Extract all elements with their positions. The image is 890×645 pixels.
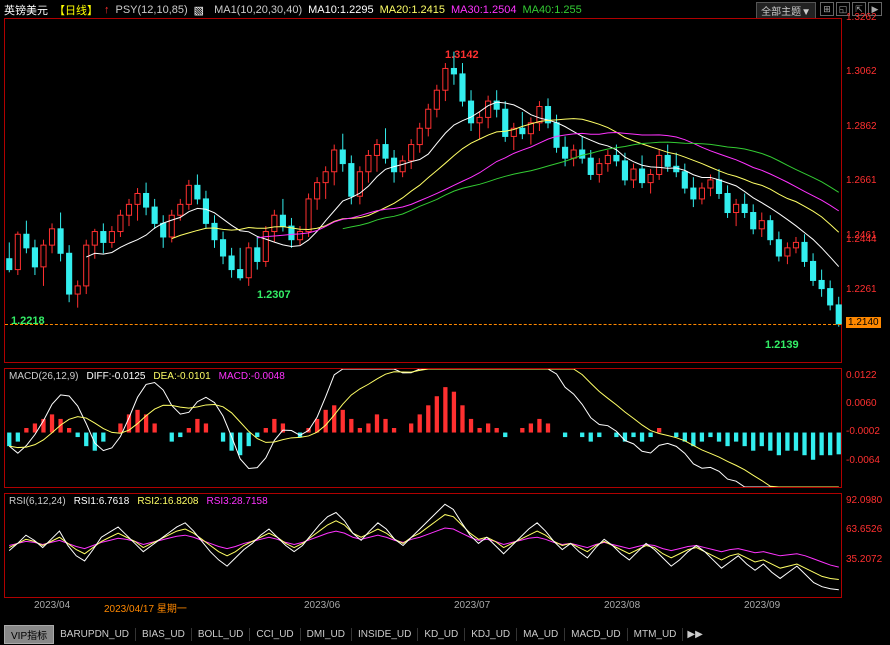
time-tick: 2023/06 (304, 600, 340, 611)
indicator-tabbar: VIP指标 BARUPDN_UDBIAS_UDBOLL_UDCCI_UDDMI_… (4, 625, 886, 643)
time-tick: 2023/04 (34, 600, 70, 611)
timeframe-label: 【日线】 (54, 2, 98, 18)
rsi-ytick: 63.6526 (846, 524, 882, 535)
price-ytick: 1.2862 (846, 121, 877, 132)
chart-container: 英镑美元 【日线】 ↑ PSY(12,10,85) ▧ MA1(10,20,30… (0, 0, 890, 645)
tool-icon-1[interactable]: ⊞ (820, 2, 834, 16)
indicator-tab[interactable]: KD_UD (418, 628, 465, 641)
time-axis: 2023/04 2023/04/17 星期一 2023/06 2023/07 2023/… (4, 600, 842, 614)
ma30-label: MA30:1.2504 (451, 4, 516, 16)
indicator-tab[interactable]: BIAS_UD (136, 628, 192, 641)
indicator-tab[interactable]: MA_UD (517, 628, 565, 641)
macd-yaxis: 0.0122 0.0060 -0.0002 -0.0064 (844, 368, 886, 488)
ma40-label: MA40:1.255 (522, 4, 581, 16)
psy-label: PSY(12,10,85) (116, 4, 188, 16)
indicator-tab[interactable]: BARUPDN_UD (54, 628, 136, 641)
up-arrow-icon: ↑ (104, 4, 110, 16)
low3-marker: 1.2139 (765, 339, 799, 351)
time-tick: 2023/08 (604, 600, 640, 611)
ma10-label: MA10:1.2295 (308, 4, 373, 16)
macd-panel[interactable]: MACD(26,12,9) DIFF:-0.0125 DEA:-0.0101 M… (4, 368, 842, 488)
price-panel[interactable]: 1.3142 1.2218 1.2307 1.2139 (4, 18, 842, 363)
rsi-ytick: 35.2072 (846, 554, 882, 565)
ma20-label: MA20:1.2415 (380, 4, 445, 16)
time-tick: 2023/07 (454, 600, 490, 611)
chart-type-icon: ▧ (194, 4, 204, 17)
peak-marker: 1.3142 (445, 49, 479, 61)
current-price-line (5, 324, 841, 325)
theme-dropdown[interactable]: 全部主题▼ (756, 2, 816, 19)
price-yaxis: 1.32621.30621.28621.26611.24611.22611.24… (844, 18, 886, 363)
vip-tab[interactable]: VIP指标 (4, 625, 54, 644)
indicator-tab[interactable]: KDJ_UD (465, 628, 517, 641)
price-ytick: 1.2661 (846, 175, 877, 186)
price-ytick: 1.3062 (846, 66, 877, 77)
symbol-label: 英镑美元 (4, 2, 48, 18)
price-ytick: 1.2261 (846, 284, 877, 295)
macd-ytick: -0.0002 (846, 426, 880, 437)
indicator-tab[interactable]: DMI_UD (301, 628, 352, 641)
rsi-yaxis: 92.0980 63.6526 35.2072 (844, 493, 886, 598)
ma-set-label: MA1(10,20,30,40) (214, 4, 302, 16)
indicator-tab[interactable]: CCI_UD (250, 628, 300, 641)
macd-ytick: 0.0060 (846, 398, 877, 409)
indicator-tab[interactable]: BOLL_UD (192, 628, 251, 641)
low2-marker: 1.2307 (257, 289, 291, 301)
indicator-tab[interactable]: MTM_UD (628, 628, 684, 641)
price-ytick: 1.3262 (846, 12, 877, 23)
indicator-tab[interactable]: MACD_UD (565, 628, 627, 641)
macd-ytick: 0.0122 (846, 370, 877, 381)
time-tick: 2023/09 (744, 600, 780, 611)
indicator-tab[interactable]: INSIDE_UD (352, 628, 418, 641)
header-bar: 英镑美元 【日线】 ↑ PSY(12,10,85) ▧ MA1(10,20,30… (4, 2, 886, 18)
rsi-panel[interactable]: RSI(6,12,24) RSI1:6.7618 RSI2:16.8208 RS… (4, 493, 842, 598)
time-tick: 2023/04/17 星期一 (104, 600, 187, 615)
low1-marker: 1.2218 (11, 315, 45, 327)
price-last-tick: 1.2140 (846, 317, 881, 328)
macd-ytick: -0.0064 (846, 455, 880, 466)
price-current-tick: 1.2444 (846, 234, 877, 245)
tab-scroll-right[interactable]: ▶▶ (683, 628, 706, 641)
rsi-ytick: 92.0980 (846, 495, 882, 506)
